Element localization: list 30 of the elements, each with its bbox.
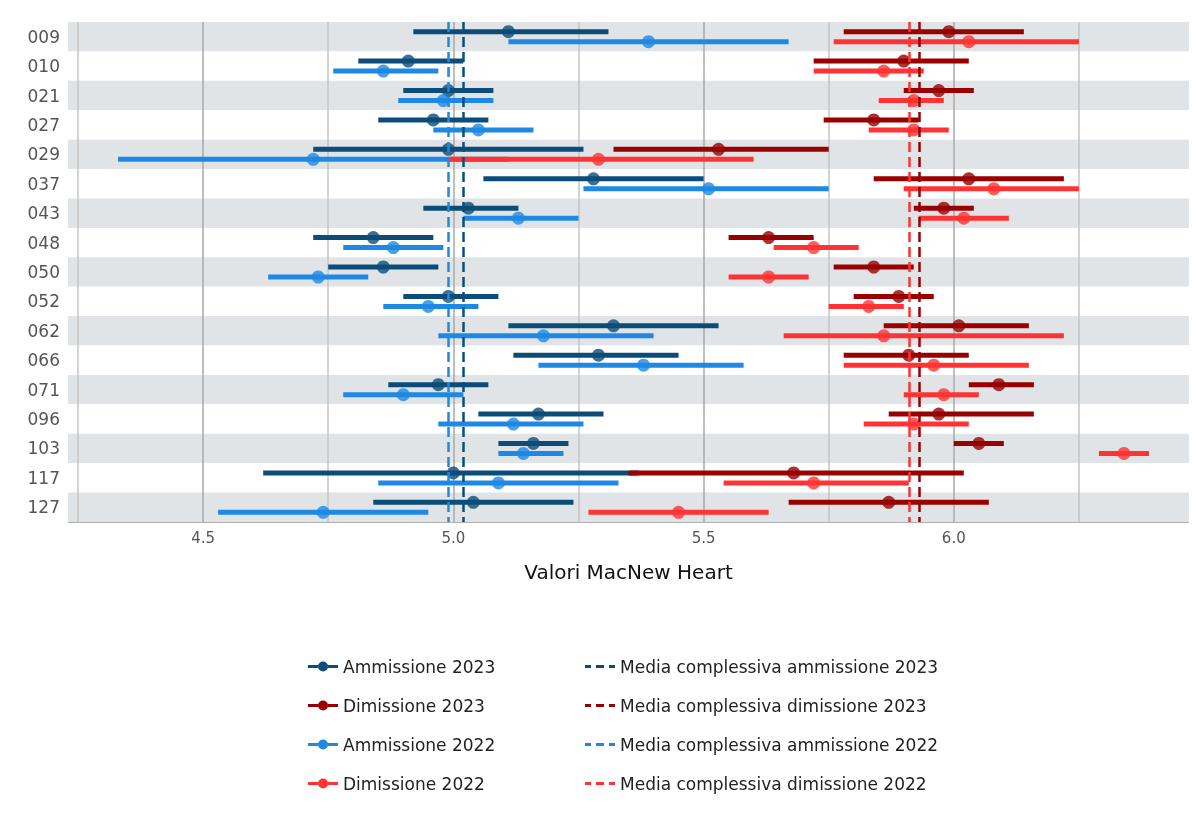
y-tick-label: 062 xyxy=(27,320,60,341)
x-tick-label: 6.0 xyxy=(941,528,966,547)
y-tick-label: 117 xyxy=(27,467,60,488)
y-tick-label: 071 xyxy=(27,379,60,400)
y-tick-label: 029 xyxy=(27,144,60,165)
x-tick-label: 5.5 xyxy=(691,528,716,547)
y-tick-label: 027 xyxy=(27,114,60,135)
y-tick-label: 010 xyxy=(27,56,60,77)
y-tick-label: 037 xyxy=(27,173,60,194)
legend-label: Media complessiva dimissione 2023 xyxy=(620,695,927,716)
y-tick-label: 043 xyxy=(27,203,60,224)
y-tick-label: 127 xyxy=(27,497,60,518)
y-tick-label: 066 xyxy=(27,350,60,371)
x-axis-title: Valori MacNew Heart xyxy=(524,560,733,584)
legend-label: Dimissione 2023 xyxy=(343,695,485,716)
y-tick-label: 021 xyxy=(27,85,60,106)
y-tick-label: 096 xyxy=(27,409,60,430)
legend-label: Media complessiva ammissione 2022 xyxy=(620,734,939,755)
x-tick-label: 5.0 xyxy=(441,528,466,547)
legend-label: Media complessiva ammissione 2023 xyxy=(620,656,939,677)
y-tick-label: 048 xyxy=(27,232,60,253)
legend-label: Ammissione 2023 xyxy=(343,656,496,677)
legend-label: Dimissione 2022 xyxy=(343,773,485,794)
x-tick-label: 4.5 xyxy=(191,528,216,547)
legend-label: Media complessiva dimissione 2022 xyxy=(620,773,927,794)
y-tick-label: 009 xyxy=(27,26,60,47)
y-tick-label: 050 xyxy=(27,262,60,282)
y-tick-label: 103 xyxy=(27,438,60,459)
y-tick-label: 052 xyxy=(27,291,60,312)
legend-label: Ammissione 2022 xyxy=(343,734,496,755)
